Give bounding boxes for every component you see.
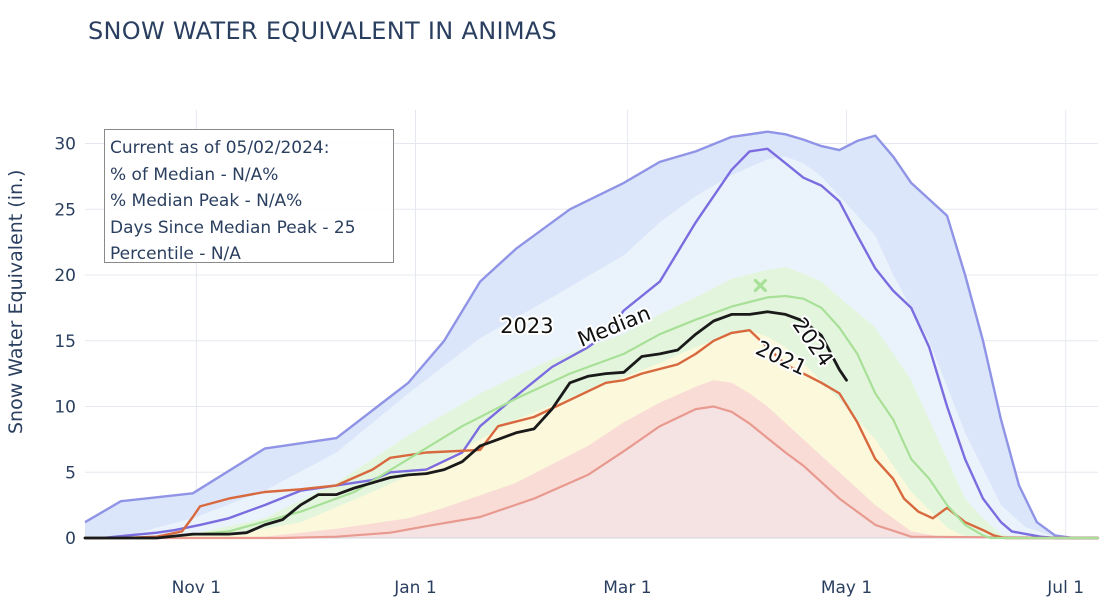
y-tick-label: 15 [54,332,76,352]
series-lines [83,147,1100,540]
y-tick-label: 0 [65,529,76,549]
info-box: Current as of 05/02/2024: % of Median - … [104,129,394,264]
chart-title: SNOW WATER EQUIVALENT IN ANIMAS [88,17,558,45]
x-tick-labels: Nov 1 Jan 1 Mar 1 May 1 Jul 1 [172,578,1084,598]
percentile-bands [84,130,1099,540]
median-peak-marker [753,278,767,293]
y-tick-label: 5 [65,463,76,483]
series-median-line [83,294,1100,540]
y-tick-label: 10 [54,398,76,418]
info-percent-median: % of Median - N/A% [110,164,279,185]
y-tick-label: 20 [54,266,76,286]
x-tick-label: Jan 1 [393,578,436,598]
y-tick-label: 25 [54,200,76,220]
info-percent-median-peak: % Median Peak - N/A% [110,191,303,211]
band-p10 [85,406,1098,538]
line-label-halo: 2023 [500,314,553,338]
x-tick-label: Nov 1 [172,578,221,598]
y-axis-label: Snow Water Equivalent (in.) [5,169,27,434]
series-max-outline [84,130,1098,540]
x-tick-label: May 1 [821,578,872,598]
series-2023-line [83,147,1100,540]
y-tick-labels: 0 5 10 15 20 25 30 [54,135,76,550]
band-p30 [85,380,1098,538]
info-current-date: Current as of 05/02/2024: [110,138,330,158]
x-tick-label: Mar 1 [603,578,651,598]
info-days-since-peak: Days Since Median Peak - 25 [110,217,356,238]
info-percentile: Percentile - N/A [110,244,241,264]
x-tick-label: Jul 1 [1046,578,1084,598]
markers [753,278,767,293]
series-p10-outline [85,405,1099,540]
series-2024-line [83,310,848,540]
line-label-2023: 2023 [500,314,553,338]
y-tick-label: 30 [54,135,76,155]
